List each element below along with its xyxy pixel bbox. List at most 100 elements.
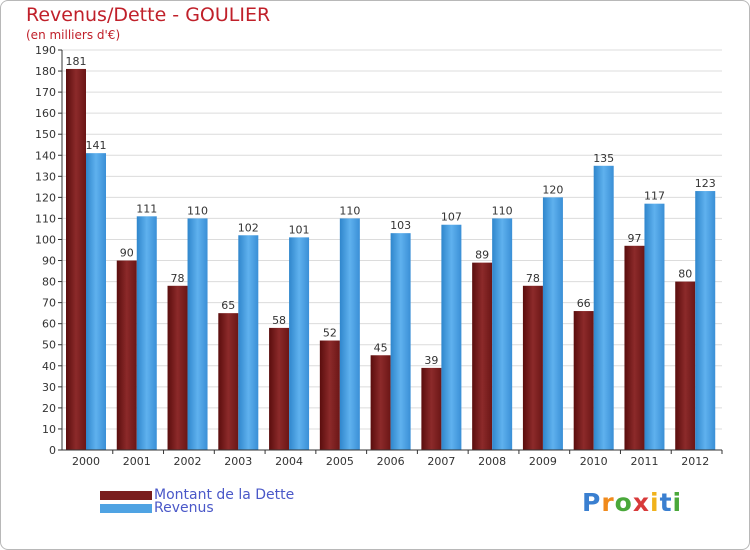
bar-debt-2002 <box>167 285 188 450</box>
bar-revenus-2010 <box>593 165 614 450</box>
data-label-revenus-2005: 110 <box>339 204 360 217</box>
bar-debt-2012 <box>675 281 696 450</box>
logo-letter: o <box>614 488 633 517</box>
data-label-revenus-2003: 102 <box>238 221 259 234</box>
logo-letter: x <box>632 488 650 517</box>
bar-debt-2009 <box>522 285 543 450</box>
data-label-revenus-2009: 120 <box>542 183 563 196</box>
bar-debt-2006 <box>370 355 391 450</box>
bar-revenus-2003 <box>238 235 259 450</box>
data-label-debt-2005: 52 <box>323 327 337 340</box>
y-tick-label: 10 <box>42 423 56 436</box>
x-tick-label-2007: 2007 <box>427 455 455 468</box>
bar-debt-2004 <box>269 327 290 450</box>
bar-revenus-2012 <box>695 191 716 451</box>
legend-label-debt: Montant de la Dette <box>154 487 295 503</box>
data-label-debt-2003: 65 <box>221 299 235 312</box>
y-tick-label: 180 <box>35 65 56 78</box>
bar-debt-2008 <box>472 262 493 450</box>
bar-revenus-2001 <box>136 216 157 450</box>
data-label-revenus-2006: 103 <box>390 219 411 232</box>
data-label-debt-2001: 90 <box>120 247 134 260</box>
x-tick-label-2004: 2004 <box>275 455 303 468</box>
bar-revenus-2007 <box>441 224 462 450</box>
data-label-revenus-2007: 107 <box>441 211 462 224</box>
bar-revenus-2011 <box>644 203 665 450</box>
data-label-debt-2011: 97 <box>627 232 641 245</box>
x-tick-label-2000: 2000 <box>72 455 100 468</box>
data-label-debt-2010: 66 <box>577 297 591 310</box>
data-label-revenus-2000: 141 <box>86 139 107 152</box>
logo-letter: P <box>582 488 602 517</box>
logo-letter: r <box>601 488 615 517</box>
chart-subtitle: (en milliers d'€) <box>26 28 121 42</box>
y-tick-label: 70 <box>42 297 56 310</box>
bar-revenus-2004 <box>289 237 310 450</box>
y-tick-label: 170 <box>35 86 56 99</box>
bar-debt-2005 <box>319 340 340 450</box>
bar-debt-2011 <box>624 245 645 450</box>
y-tick-label: 100 <box>35 233 56 246</box>
proxiti-logo: Proxiti <box>582 488 682 517</box>
data-label-debt-2009: 78 <box>526 272 540 285</box>
data-label-revenus-2012: 123 <box>695 177 716 190</box>
x-tick-label-2008: 2008 <box>478 455 506 468</box>
data-label-debt-2008: 89 <box>475 249 489 262</box>
x-tick-label-2001: 2001 <box>123 455 151 468</box>
y-tick-label: 30 <box>42 381 56 394</box>
x-tick-label-2011: 2011 <box>630 455 658 468</box>
y-tick-label: 130 <box>35 170 56 183</box>
data-label-revenus-2010: 135 <box>593 152 614 165</box>
x-tick-label-2012: 2012 <box>681 455 709 468</box>
y-tick-label: 90 <box>42 255 56 268</box>
y-tick-label: 0 <box>49 444 56 457</box>
x-tick-label-2010: 2010 <box>580 455 608 468</box>
bar-revenus-2008 <box>492 218 513 450</box>
data-label-debt-2006: 45 <box>374 341 388 354</box>
y-tick-label: 190 <box>35 44 56 57</box>
x-tick-label-2006: 2006 <box>377 455 405 468</box>
chart-title: Revenus/Dette - GOULIER <box>26 4 271 26</box>
bar-debt-2007 <box>421 367 442 450</box>
bar-debt-2001 <box>116 260 137 450</box>
y-tick-label: 140 <box>35 149 56 162</box>
data-label-debt-2002: 78 <box>171 272 185 285</box>
bar-revenus-2005 <box>339 218 360 450</box>
x-tick-label-2002: 2002 <box>174 455 202 468</box>
bar-revenus-2006 <box>390 233 411 450</box>
x-tick-label-2003: 2003 <box>224 455 252 468</box>
data-label-debt-2004: 58 <box>272 314 286 327</box>
y-tick-label: 60 <box>42 318 56 331</box>
legend-swatch-revenus <box>100 504 152 513</box>
data-label-debt-2012: 80 <box>678 268 692 281</box>
y-tick-label: 40 <box>42 360 56 373</box>
legend-swatch-debt <box>100 491 152 500</box>
data-label-debt-2007: 39 <box>424 354 438 367</box>
logo-letter: i <box>672 488 683 517</box>
y-tick-label: 110 <box>35 212 56 225</box>
data-label-revenus-2011: 117 <box>644 190 665 203</box>
bar-revenus-2009 <box>542 197 563 450</box>
logo-letter: t <box>659 488 673 517</box>
bar-revenus-2002 <box>187 218 208 450</box>
y-tick-label: 120 <box>35 191 56 204</box>
data-label-revenus-2002: 110 <box>187 204 208 217</box>
data-label-revenus-2008: 110 <box>492 204 513 217</box>
bar-debt-2010 <box>573 311 594 450</box>
data-label-debt-2000: 181 <box>66 55 87 68</box>
y-tick-label: 20 <box>42 402 56 415</box>
logo-letter: i <box>650 488 660 517</box>
x-tick-label-2009: 2009 <box>529 455 557 468</box>
x-tick-label-2005: 2005 <box>326 455 354 468</box>
bar-debt-2000 <box>66 68 86 451</box>
y-tick-label: 80 <box>42 276 56 289</box>
bar-debt-2003 <box>218 313 239 450</box>
y-tick-label: 50 <box>42 339 56 352</box>
data-label-revenus-2001: 111 <box>136 202 157 215</box>
data-label-revenus-2004: 101 <box>289 223 310 236</box>
legend-label-revenus: Revenus <box>154 500 214 516</box>
bar-revenus-2000 <box>86 153 106 450</box>
y-tick-label: 150 <box>35 128 56 141</box>
y-tick-label: 160 <box>35 107 56 120</box>
